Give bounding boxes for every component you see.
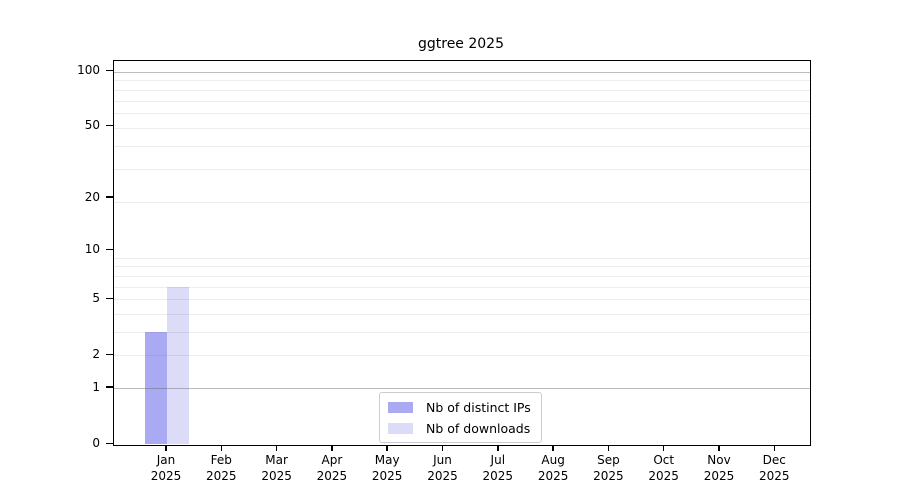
legend: Nb of distinct IPs Nb of downloads [379, 392, 542, 443]
gridline [114, 275, 810, 277]
y-tick-mark [106, 386, 113, 388]
bar-nb-of-distinct-ips-jan [145, 331, 167, 444]
x-tick-label: Mar 2025 [261, 453, 292, 483]
x-tick-mark [165, 446, 167, 451]
x-tick-label: Jul 2025 [482, 453, 514, 483]
y-tick-label: 5 [92, 291, 100, 306]
y-tick-label: 10 [84, 242, 100, 257]
gridline [114, 286, 810, 288]
y-tick-label: 0 [92, 436, 100, 450]
x-tick-label: Aug 2025 [537, 453, 569, 483]
x-tick-label: May 2025 [371, 453, 403, 483]
gridline [114, 201, 810, 203]
gridline [114, 299, 810, 301]
y-tick-label: 20 [84, 189, 100, 204]
x-tick-label: Dec 2025 [759, 453, 790, 483]
x-tick-label: Nov 2025 [703, 453, 735, 483]
gridline [114, 145, 810, 147]
x-tick-label: Oct 2025 [648, 453, 679, 483]
gridline [114, 331, 810, 333]
x-tick-label: Jan 2025 [150, 453, 182, 483]
gridline [114, 71, 810, 73]
x-tick-mark [386, 446, 388, 451]
y-axis: 0 1 2 5 10 20 50 100 [0, 60, 113, 452]
gridline [114, 387, 810, 389]
legend-swatch-distinct-ips [388, 401, 413, 413]
gridline [114, 313, 810, 315]
legend-swatch-downloads [388, 422, 413, 434]
x-tick-mark [773, 446, 776, 451]
x-tick-mark [441, 446, 444, 451]
legend-item-distinct-ips: Nb of distinct IPs [388, 399, 531, 415]
y-tick-mark [106, 442, 113, 444]
gridline [114, 100, 810, 102]
y-tick-mark [106, 196, 113, 198]
x-tick-mark [552, 446, 554, 451]
x-tick-mark [607, 446, 610, 451]
x-tick-mark [275, 446, 278, 451]
y-tick-label: 100 [77, 63, 100, 77]
gridline [114, 127, 810, 129]
chart-title: ggtree 2025 [417, 36, 505, 52]
legend-label-distinct-ips: Nb of distinct IPs [426, 399, 531, 415]
gridline [114, 80, 810, 82]
gridline [114, 169, 810, 171]
legend-item-downloads: Nb of downloads [388, 420, 531, 436]
gridline [114, 113, 810, 115]
x-tick-mark [331, 446, 333, 451]
y-tick-mark [106, 124, 113, 127]
x-tick-label: Sep 2025 [593, 453, 624, 483]
y-tick-mark [106, 297, 113, 300]
gridline [114, 89, 810, 91]
y-tick-mark [106, 353, 113, 356]
y-tick-label: 1 [92, 379, 100, 394]
x-tick-label: Jun 2025 [427, 453, 458, 483]
plot-area: Nb of distinct IPs Nb of downloads [113, 60, 811, 446]
y-tick-label: 50 [84, 118, 100, 133]
bar-nb-of-downloads-jan [167, 286, 189, 444]
x-tick-mark [718, 446, 720, 451]
x-tick-mark [220, 446, 223, 451]
y-tick-mark [106, 248, 113, 251]
legend-label-downloads: Nb of downloads [426, 420, 531, 436]
y-tick-mark [106, 69, 113, 71]
gridline [114, 266, 810, 268]
x-tick-label: Apr 2025 [316, 453, 348, 483]
y-tick-label: 2 [92, 347, 100, 362]
x-tick-label: Feb 2025 [206, 453, 237, 483]
x-axis: Jan 2025 Feb 2025 Mar 2025 Apr 2025 May 2025 Jun 20… [113, 444, 809, 500]
x-tick-mark [662, 446, 665, 451]
x-tick-mark [497, 446, 499, 451]
gridline [114, 257, 810, 259]
gridline [114, 355, 810, 357]
